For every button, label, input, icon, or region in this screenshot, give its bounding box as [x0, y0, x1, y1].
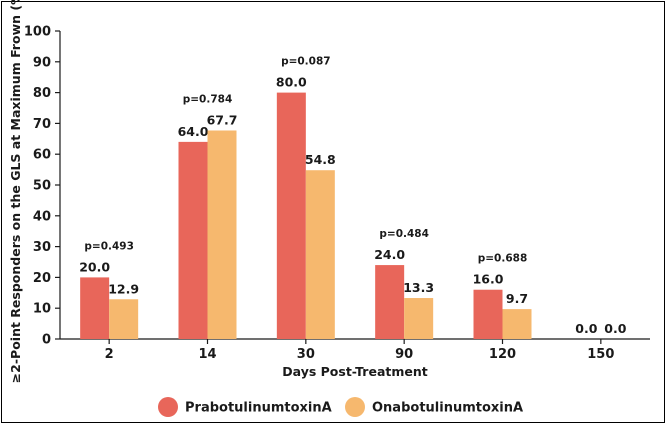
bar-onabotulinumtoxina — [502, 309, 532, 339]
x-tick-label: 120 — [489, 347, 516, 362]
data-label: 0.0 — [575, 321, 597, 336]
y-tick-label: 100 — [24, 25, 51, 40]
bar-onabotulinumtoxina — [305, 170, 335, 339]
y-tick-label: 0 — [42, 333, 51, 348]
y-tick-label: 10 — [33, 302, 51, 317]
y-tick-label: 20 — [33, 271, 51, 286]
p-value-annotation: p=0.493 — [84, 240, 134, 252]
x-tick-label: 90 — [395, 347, 413, 362]
data-label: 20.0 — [79, 259, 110, 274]
x-tick-label: 2 — [105, 347, 114, 362]
data-label: 9.7 — [506, 291, 528, 306]
data-label: 0.0 — [604, 321, 626, 336]
y-tick-label: 40 — [33, 209, 51, 224]
x-tick-label: 150 — [587, 347, 614, 362]
data-label: 80.0 — [276, 75, 307, 90]
data-label: 12.9 — [108, 281, 139, 296]
y-tick-label: 50 — [33, 179, 51, 194]
bar-prabotulinumtoxina — [80, 277, 110, 339]
y-tick-label: 90 — [33, 55, 51, 70]
y-tick-label: 60 — [33, 148, 51, 163]
x-tick-label: 30 — [297, 347, 315, 362]
bar-onabotulinumtoxina — [109, 299, 139, 339]
bar-onabotulinumtoxina — [207, 130, 237, 339]
data-label: 67.7 — [207, 112, 238, 127]
bar-onabotulinumtoxina — [404, 298, 434, 339]
bar-prabotulinumtoxina — [375, 265, 405, 339]
x-tick-label: 14 — [198, 347, 216, 362]
bar-prabotulinumtoxina — [473, 289, 503, 339]
data-label: 64.0 — [178, 124, 209, 139]
y-tick-label: 30 — [33, 240, 51, 255]
y-tick-label: 70 — [33, 117, 51, 132]
bar-prabotulinumtoxina — [178, 141, 208, 339]
p-value-annotation: p=0.484 — [379, 228, 429, 240]
p-value-annotation: p=0.688 — [478, 253, 528, 265]
x-axis-title: Days Post-Treatment — [282, 364, 427, 379]
data-label: 24.0 — [374, 247, 405, 262]
data-label: 16.0 — [473, 272, 504, 287]
data-label: 13.3 — [403, 280, 434, 295]
y-axis-title: ≥2-Point Responders on the GLS at Maximu… — [8, 0, 23, 383]
legend-label: PrabotulinumtoxinA — [185, 401, 332, 416]
bar-prabotulinumtoxina — [276, 92, 306, 339]
legend-swatch — [345, 397, 365, 417]
legend-label: OnabotulinumtoxinA — [372, 401, 523, 416]
p-value-annotation: p=0.087 — [281, 56, 331, 68]
legend-swatch — [158, 397, 178, 417]
p-value-annotation: p=0.784 — [183, 93, 233, 105]
data-label: 54.8 — [305, 152, 336, 167]
y-tick-label: 80 — [33, 86, 51, 101]
